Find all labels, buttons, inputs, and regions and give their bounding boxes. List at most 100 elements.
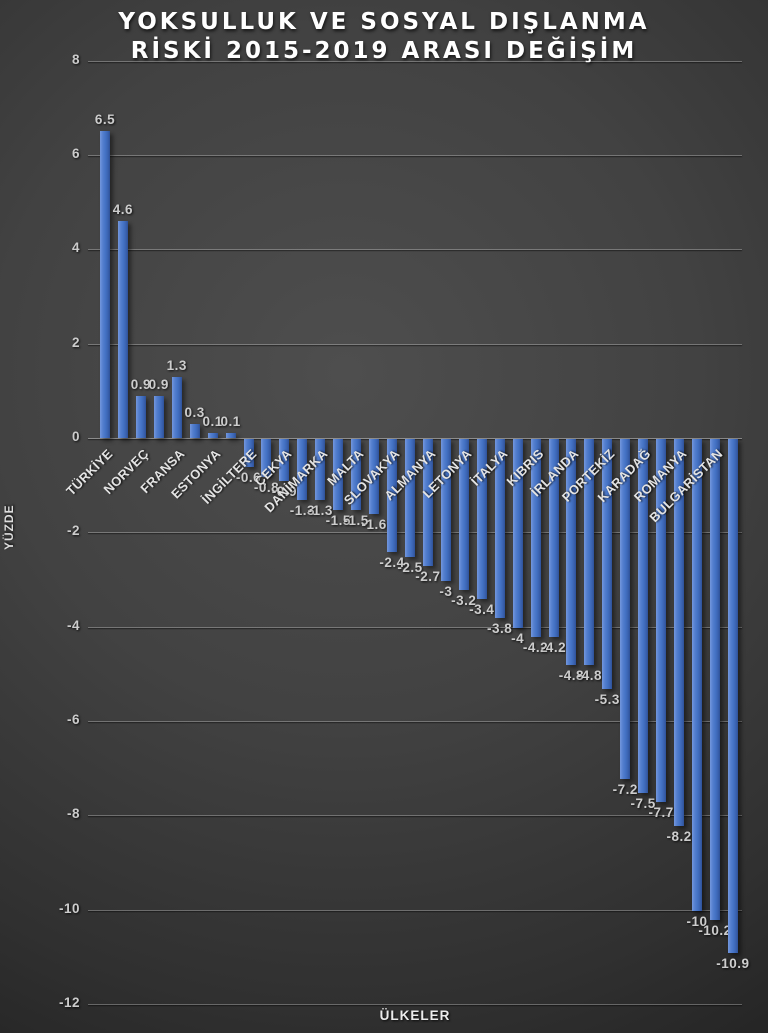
bar-value-label: 1.3 xyxy=(166,357,187,373)
bar xyxy=(261,439,272,477)
x-axis-title: ÜLKELER xyxy=(379,1008,451,1023)
bar-value-label: -7.7 xyxy=(648,805,674,821)
bar-value-label: -2.7 xyxy=(415,569,441,585)
bar-value-label: 0.3 xyxy=(184,404,205,420)
bar-value-label: -1.6 xyxy=(361,517,387,533)
bar-value-label: 0.1 xyxy=(220,414,241,430)
bar-value-label: -10.9 xyxy=(716,956,750,972)
chart-title-line-1: YOKSULLUK VE SOSYAL DIŞLANMA xyxy=(118,9,650,35)
bar-value-label: -10 xyxy=(686,913,708,929)
bar xyxy=(333,439,344,510)
bar-value-label: -0.8 xyxy=(253,479,280,495)
bar-value-label: -4.8 xyxy=(558,668,585,684)
gridline xyxy=(88,909,742,911)
bar xyxy=(422,439,433,567)
bar xyxy=(207,433,218,438)
y-axis-tick-label: -2 xyxy=(66,523,80,539)
bar xyxy=(243,439,254,468)
gridline xyxy=(88,343,742,345)
y-axis-tick-label: 0 xyxy=(71,429,80,444)
y-axis-tick-label: -4 xyxy=(66,617,80,633)
bar-value-label: -2.5 xyxy=(397,559,423,575)
bar xyxy=(279,439,290,482)
bar-value-label: -4 xyxy=(511,630,525,646)
bar xyxy=(440,439,451,581)
bar-value-label: -8.2 xyxy=(666,828,692,844)
y-axis-tick-label: 6 xyxy=(71,145,80,161)
bar xyxy=(709,439,720,921)
bar-value-label: -3.8 xyxy=(487,621,513,637)
bar-value-label: -3 xyxy=(439,583,453,599)
y-axis-tick-label: -8 xyxy=(66,806,80,822)
y-axis-tick-label: 4 xyxy=(71,240,80,256)
bar xyxy=(638,439,649,793)
bar-value-label: 6.5 xyxy=(94,112,116,128)
bar xyxy=(135,395,146,438)
bar-value-label: -2.4 xyxy=(379,555,405,571)
bar xyxy=(315,439,326,501)
bar-value-label: -3.2 xyxy=(451,592,477,608)
bar xyxy=(171,376,182,438)
bar-value-label: -1.5 xyxy=(343,512,369,528)
bar xyxy=(117,221,128,438)
gridline xyxy=(88,626,742,628)
bar xyxy=(297,439,308,501)
bar-value-label: -4.8 xyxy=(576,668,603,684)
bar xyxy=(458,439,469,590)
bar xyxy=(369,439,380,515)
bar-value-label: 0.9 xyxy=(130,376,152,392)
y-axis-tick-label: -6 xyxy=(66,712,80,728)
bar xyxy=(620,439,631,779)
gridline xyxy=(88,154,742,156)
bar xyxy=(566,439,577,666)
bar xyxy=(387,439,398,553)
bar xyxy=(530,439,541,638)
bar-value-label: 0.9 xyxy=(148,376,169,392)
bar xyxy=(404,439,415,557)
chart-title: YOKSULLUK VE SOSYAL DIŞLANMA RİSKİ 2015-… xyxy=(0,8,768,66)
bar-value-label: -1.5 xyxy=(325,512,351,528)
bar xyxy=(494,439,505,619)
bar-value-label: -4.2 xyxy=(522,640,549,656)
bar xyxy=(351,439,362,510)
bar-value-label: -3.4 xyxy=(469,602,495,618)
bar-value-label: 0.1 xyxy=(202,414,223,430)
gridline xyxy=(88,1004,742,1006)
bar xyxy=(189,423,200,438)
bar xyxy=(692,439,703,911)
y-axis-tick-label: 8 xyxy=(71,51,80,67)
gridline xyxy=(88,532,742,534)
bar xyxy=(584,439,595,666)
gridline xyxy=(88,249,742,251)
bar-value-label: -1.3 xyxy=(289,503,315,519)
y-axis-title: YÜZDE xyxy=(2,504,16,550)
gridline xyxy=(88,60,742,62)
bar xyxy=(512,439,523,628)
bar-value-label: -0.6 xyxy=(235,470,262,486)
bar xyxy=(225,433,236,438)
bar xyxy=(602,439,613,689)
bar-value-label: -1.3 xyxy=(307,503,333,519)
bar-value-label: 4.6 xyxy=(112,202,134,218)
y-axis-tick-label: -12 xyxy=(58,995,80,1011)
gridline xyxy=(88,721,742,723)
gridline xyxy=(88,438,742,439)
bar-value-label: -7.5 xyxy=(630,795,656,811)
bar xyxy=(674,439,685,826)
bar xyxy=(656,439,667,803)
bar-value-label: -7.2 xyxy=(612,781,638,797)
bar xyxy=(727,439,738,954)
bar xyxy=(100,131,110,438)
bar xyxy=(153,395,164,438)
bar xyxy=(548,439,559,638)
bar xyxy=(476,439,487,600)
y-axis-tick-label: 2 xyxy=(71,334,80,350)
bar-value-label: -0.9 xyxy=(271,484,298,500)
y-axis-tick-label: -10 xyxy=(58,900,80,916)
bar-value-label: -10.2 xyxy=(698,923,732,939)
bar-value-label: -4.2 xyxy=(540,640,567,656)
gridline xyxy=(88,815,742,817)
chart-title-line-2: RİSKİ 2015-2019 ARASI DEĞİŞİM xyxy=(130,38,638,64)
bar-value-label: -5.3 xyxy=(594,692,620,707)
